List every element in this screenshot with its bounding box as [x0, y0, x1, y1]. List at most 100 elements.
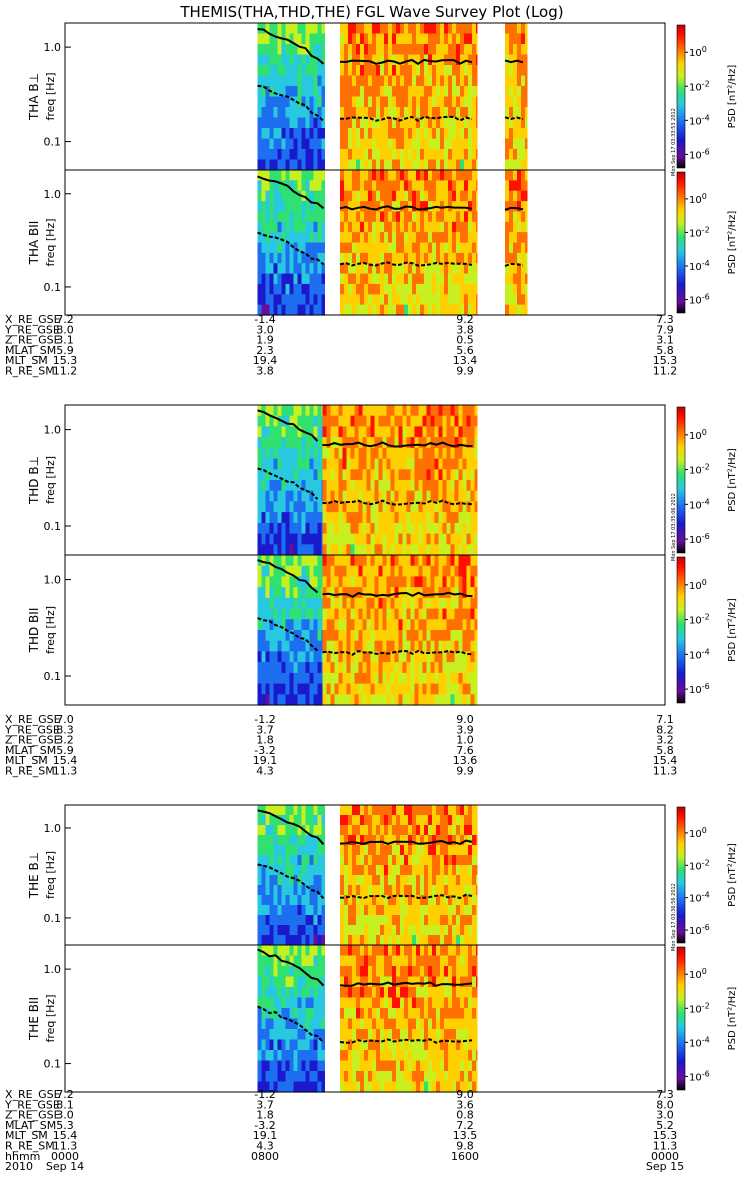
fce-curve: [339, 205, 473, 211]
fch-curve: [322, 649, 473, 656]
ephemeris-value: 9.9: [456, 765, 474, 778]
ephemeris-value: 8.0: [56, 323, 74, 336]
ephemeris-value: 7.2: [56, 1088, 74, 1101]
ephemeris-value: 9.0: [456, 713, 474, 726]
colorbar-tick-label: 10-4: [689, 891, 710, 905]
ephemeris-value: 11.3: [53, 765, 78, 778]
ephemeris-value: 7.9: [656, 323, 674, 336]
colorbar-tick-label: 10-2: [689, 225, 710, 239]
ephemeris-value: 8.0: [656, 1098, 674, 1111]
fch-curve: [504, 116, 524, 121]
ephemeris-value: 3.7: [256, 723, 274, 736]
fch-curve: [339, 1038, 473, 1044]
freq-tick-label: 0.1: [44, 912, 62, 925]
ephemeris-value: 11.3: [653, 1140, 678, 1153]
fce-curve: [322, 591, 473, 598]
ephemeris-name: X_RE_GSE: [5, 713, 61, 726]
time-row-value: Sep 15: [646, 1160, 684, 1173]
fch-curve: [257, 1005, 325, 1044]
ephemeris-value: 19.4: [253, 354, 278, 367]
colorbar: [676, 806, 686, 944]
ephemeris-value: 3.0: [256, 323, 274, 336]
colorbar-tick-label: 10-4: [689, 259, 710, 273]
fch-curve: [257, 231, 325, 266]
ephemeris-name: MLT_SM: [5, 1129, 48, 1142]
fce-curve: [322, 441, 473, 448]
ephemeris-value: 7.0: [56, 713, 74, 726]
freq-tick-label: 1.0: [44, 822, 62, 835]
ephemeris-value: 13.6: [453, 754, 478, 767]
time-row-value: Sep 14: [46, 1160, 84, 1173]
ephemeris-value: 8.2: [656, 723, 674, 736]
ephemeris-name: MLAT_SM: [5, 744, 56, 757]
colorbar-tick-label: 100: [689, 192, 707, 206]
fch-curve: [257, 863, 325, 900]
time-axis: hhmm 0000 0800 1600 0000 2010 Sep 14 Sep 15: [5, 1150, 684, 1173]
panel-ylabel: THE B⊥: [27, 852, 41, 899]
ephemeris-name: R_RE_SM: [5, 1140, 55, 1153]
ephemeris-value: 5.2: [656, 1119, 674, 1132]
ephemeris-value: 15.3: [653, 1129, 678, 1142]
ephemeris-value: 19.1: [253, 1129, 278, 1142]
ephemeris-name: MLAT_SM: [5, 1119, 56, 1132]
colorbar: [676, 171, 686, 314]
ephemeris-name: Y_RE_GSE: [4, 723, 60, 736]
freq-axis-label: freq [Hz]: [44, 851, 57, 899]
ephemeris-name: Z_RE_GSE: [5, 1109, 61, 1122]
spectrogram-panel-thd-perp: 1.0 0.1 THD B⊥ freq [Hz] 100 10-2 10-4 10-6 PSD …: [27, 404, 738, 561]
fce-curve: [257, 409, 319, 442]
colorbar-tick-label: 10-2: [689, 613, 710, 627]
fce-curve: [504, 206, 524, 211]
ephemeris-value: 7.2: [56, 313, 74, 326]
fce-curve: [339, 58, 473, 65]
spectrogram-panel-tha-perp: 1.0 0.1 THA B⊥ freq [Hz] 100 10-2 10-4 10-6 PSD …: [27, 22, 738, 176]
time-row-value: 1600: [451, 1150, 479, 1163]
colorbar-tick-label: 10-4: [689, 1035, 710, 1049]
fce-curve: [257, 559, 319, 594]
ephemeris-value: 5.8: [656, 744, 674, 757]
panel-ylabel: THE BII: [27, 997, 41, 1041]
ephemeris-value: 7.3: [656, 313, 674, 326]
freq-axis-label: freq [Hz]: [44, 606, 57, 654]
timestamp-stamp: Mon Sep 17 03:33:53 2012: [671, 108, 677, 176]
ephemeris-value: 13.4: [453, 354, 478, 367]
ephemeris-value: 15.4: [53, 1129, 78, 1142]
fce-curve: [257, 175, 325, 210]
ephemeris-value: -1.2: [254, 1088, 275, 1101]
ephemeris-value: 9.2: [456, 313, 474, 326]
ephemeris-value: 3.0: [656, 1109, 674, 1122]
freq-tick-label: 1.0: [44, 188, 62, 201]
colorbar-tick-label: 10-6: [689, 682, 710, 696]
freq-tick-label: 0.1: [44, 136, 62, 149]
panel-ylabel: THA BII: [27, 221, 41, 266]
time-row-value: 0800: [251, 1150, 279, 1163]
ephemeris-value: 5.9: [56, 344, 74, 357]
colorbar-tick-label: 10-6: [689, 1069, 710, 1083]
ephemeris-value: 15.4: [53, 754, 78, 767]
ephemeris-value: -1.2: [254, 713, 275, 726]
fch-curve: [339, 261, 473, 267]
colorbar-tick-label: 10-2: [689, 463, 710, 477]
colorbar: [676, 556, 686, 704]
fce-curve: [339, 839, 473, 845]
ephemeris-name: R_RE_SM: [5, 365, 55, 378]
fch-curve: [339, 115, 473, 122]
freq-tick-label: 1.0: [44, 963, 62, 976]
time-row-value: 0000: [51, 1150, 79, 1163]
freq-axis-label: freq [Hz]: [44, 72, 57, 120]
timestamp-stamp: Mon Sep 17 03:35:06 2012: [671, 493, 677, 561]
colorbar-tick-label: 100: [689, 428, 707, 442]
ephemeris-value: 0.5: [456, 334, 474, 347]
ephemeris-value: 4.3: [256, 765, 274, 778]
freq-axis-label: freq [Hz]: [44, 218, 57, 266]
ephemeris-name: MLT_SM: [5, 354, 48, 367]
panel-frame: [64, 944, 666, 1093]
fch-curve: [339, 893, 473, 900]
colorbar-tick-label: 10-6: [689, 293, 710, 307]
colorbar-label: PSD [nT²/Hz]: [727, 987, 738, 1051]
colorbar-tick-label: 10-2: [689, 1001, 710, 1015]
colorbar-tick-label: 100: [689, 578, 707, 592]
ephemeris-value: -3.2: [254, 1119, 275, 1132]
